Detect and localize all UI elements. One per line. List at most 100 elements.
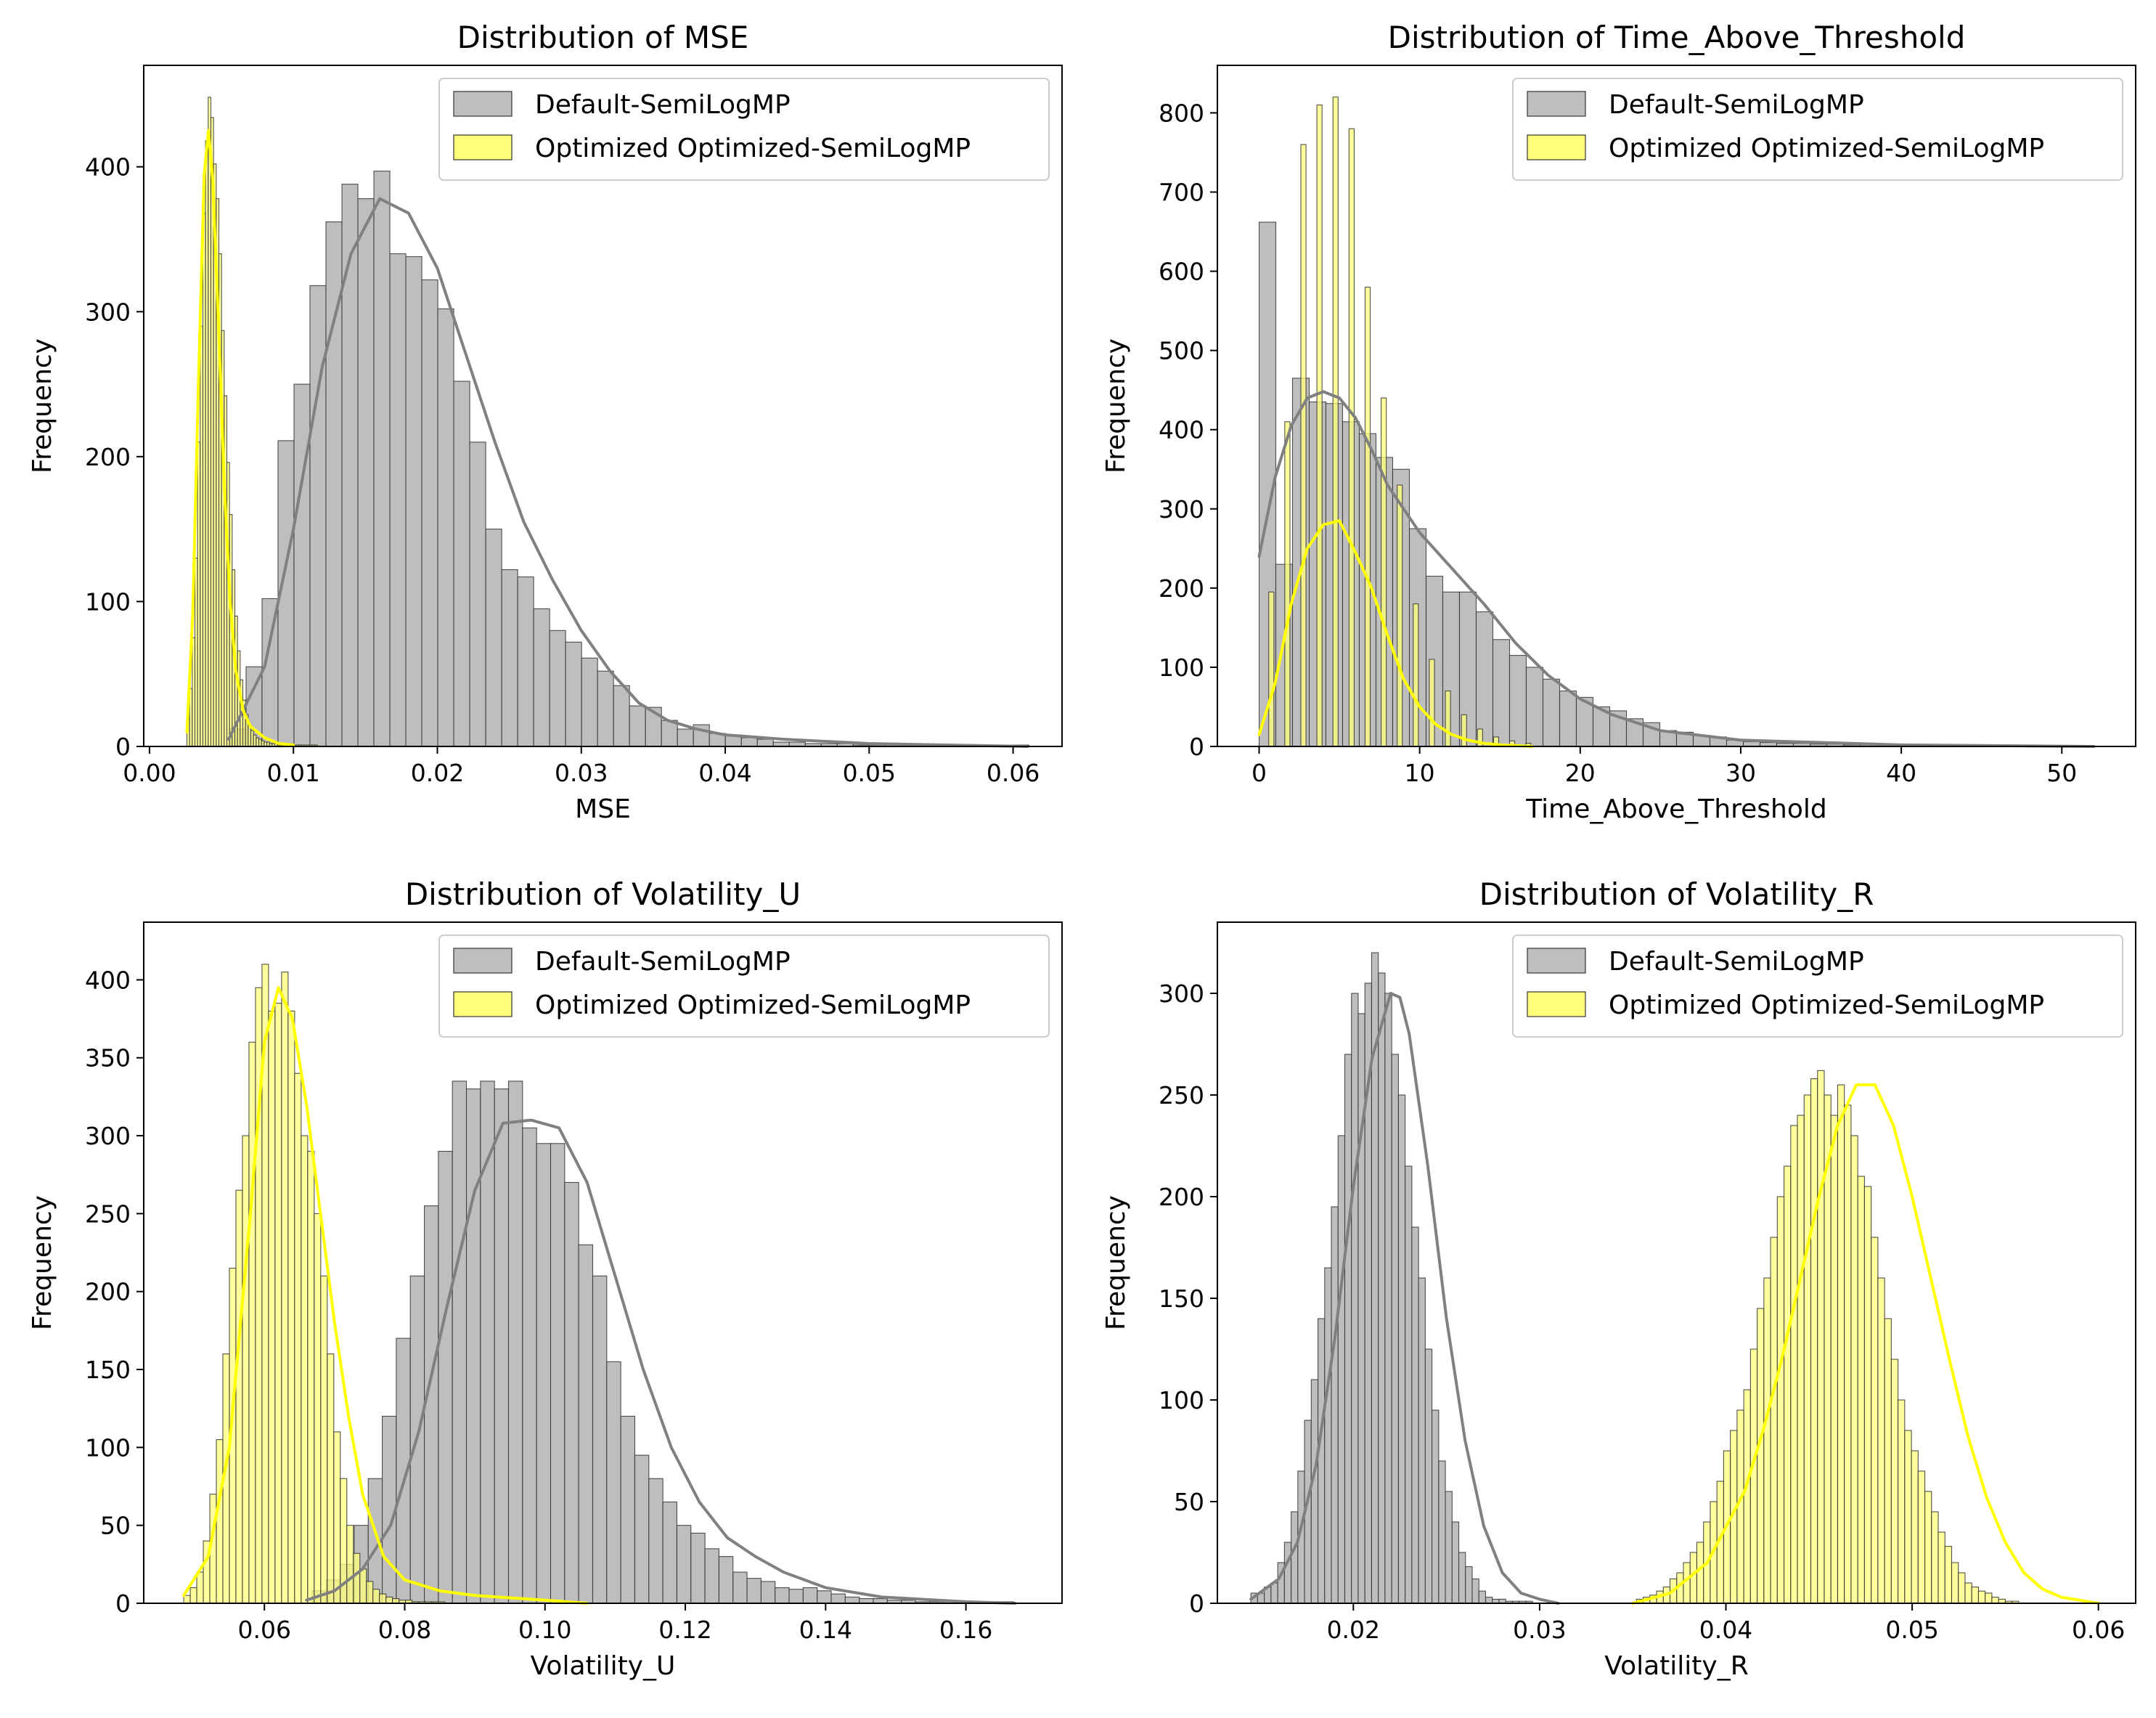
y-tick-label: 0 — [1189, 733, 1204, 761]
histogram-bar — [1316, 104, 1323, 747]
histogram-bar — [248, 1041, 256, 1604]
histogram-bar — [1485, 1597, 1493, 1604]
y-tick-label: 0 — [115, 733, 131, 761]
histogram-bar — [578, 1244, 594, 1604]
histogram-bar — [740, 737, 758, 747]
histogram-bar — [507, 1080, 523, 1604]
histogram-bar — [1461, 714, 1467, 747]
histogram-bar — [1284, 421, 1291, 747]
histogram-bar — [366, 1581, 374, 1604]
histogram-bar — [196, 1571, 204, 1604]
histogram-bar — [294, 1072, 302, 1604]
y-tick-label: 300 — [1159, 980, 1204, 1008]
histogram-bar — [405, 256, 422, 747]
y-tick-label: 600 — [1159, 258, 1204, 286]
histogram-bar — [208, 97, 212, 747]
histogram-bar — [333, 1431, 341, 1604]
y-tick-label: 100 — [1159, 654, 1204, 682]
histogram-bar — [1384, 993, 1392, 1604]
histogram-bar — [194, 557, 198, 747]
histogram-bar — [830, 1593, 846, 1604]
histogram-bar — [1790, 1125, 1798, 1604]
legend-swatch-default — [1527, 91, 1586, 117]
x-tick-label: 40 — [1886, 759, 1916, 787]
histogram-bar — [564, 1181, 579, 1604]
x-tick-label: 0.04 — [698, 759, 751, 787]
histogram-bar — [1784, 1165, 1792, 1604]
histogram-bar — [274, 1003, 282, 1604]
plot-frame — [1217, 921, 2136, 1604]
y-tick-label: 200 — [85, 1278, 131, 1306]
histogram-bar — [1318, 1318, 1326, 1604]
histogram-bar — [592, 1275, 608, 1604]
histogram-bar — [1911, 1450, 1919, 1604]
legend-label-default: Default-SemiLogMP — [1609, 90, 1864, 120]
histogram-bar — [1445, 1491, 1453, 1604]
histogram-bar — [1397, 1094, 1406, 1604]
chart-title: Distribution of MSE — [457, 20, 749, 55]
histogram-bar — [281, 972, 289, 1604]
histogram-bar — [1951, 1562, 1959, 1604]
histogram-bar — [452, 1080, 467, 1604]
x-axis-label: Time_Above_Threshold — [1525, 794, 1826, 824]
histogram-bar — [620, 1415, 636, 1604]
histogram-bar — [662, 1501, 678, 1604]
chart-title: Distribution of Time_Above_Threshold — [1388, 20, 1966, 55]
legend: Default-SemiLogMP Optimized Optimized-Sem… — [1512, 935, 2123, 1038]
histogram-bar — [1458, 1552, 1466, 1604]
histogram-bar — [1413, 603, 1419, 747]
kde-curve-optimized — [185, 129, 295, 746]
x-tick-label: 0.02 — [411, 759, 464, 787]
histogram-bar — [1283, 1542, 1292, 1604]
histogram-bar — [1810, 1078, 1818, 1604]
plot-frame — [1217, 65, 2136, 747]
histogram-bar — [1310, 1379, 1319, 1604]
histogram-bar — [1559, 691, 1577, 747]
histogram-bar — [1364, 286, 1371, 747]
y-tick-label: 150 — [85, 1356, 131, 1384]
histogram-bar — [183, 1595, 191, 1604]
x-tick-label: 20 — [1565, 759, 1596, 787]
histogram-bar — [1344, 1054, 1352, 1604]
histogram-bar — [423, 1205, 439, 1604]
legend: Default-SemiLogMP Optimized Optimized-Sem… — [438, 935, 1050, 1038]
y-tick-label: 200 — [1159, 1183, 1204, 1211]
histogram-bar — [1418, 1277, 1426, 1604]
histogram-bar — [536, 1143, 552, 1604]
histogram-bar — [1871, 1237, 1879, 1604]
histogram-bar — [1890, 1359, 1899, 1604]
histogram-bar — [1844, 1104, 1852, 1604]
histogram-bar — [205, 140, 209, 747]
histogram-bar — [242, 1135, 250, 1604]
histogram-bar — [1337, 1135, 1346, 1604]
histogram-bar — [746, 1578, 761, 1604]
kde-curve-optimized — [1631, 1083, 2100, 1605]
histogram-bar — [1830, 1115, 1839, 1604]
histogram-bar — [465, 1088, 481, 1604]
legend-swatch-default — [453, 91, 513, 117]
histogram-bar — [1268, 591, 1275, 747]
histogram-bar — [1863, 1186, 1872, 1604]
histogram-bar — [629, 705, 646, 747]
x-tick-label: 0.16 — [939, 1616, 992, 1644]
histogram-bar — [1397, 484, 1403, 747]
histogram-bar — [1331, 1206, 1339, 1604]
x-tick-label: 0.08 — [378, 1616, 431, 1644]
histogram-bar — [775, 1587, 790, 1604]
kde-curve-default — [1249, 992, 1560, 1605]
histogram-bar — [250, 730, 254, 747]
histogram-bar — [421, 279, 438, 747]
histogram-bar — [1898, 1399, 1906, 1604]
y-axis-label: Frequency — [1101, 1195, 1131, 1330]
y-tick-label: 300 — [1159, 495, 1204, 524]
histogram-bar — [634, 1454, 650, 1604]
histogram-bar — [802, 1587, 818, 1604]
histogram-bar — [1770, 1237, 1778, 1604]
histogram-bar — [1542, 678, 1561, 747]
histogram-bar — [485, 529, 502, 747]
histogram-bar — [1291, 1511, 1299, 1604]
histogram-bar — [1763, 1277, 1771, 1604]
histogram-bar — [1351, 993, 1359, 1604]
histogram-bar — [1884, 1318, 1892, 1604]
x-tick-label: 0.06 — [987, 759, 1040, 787]
